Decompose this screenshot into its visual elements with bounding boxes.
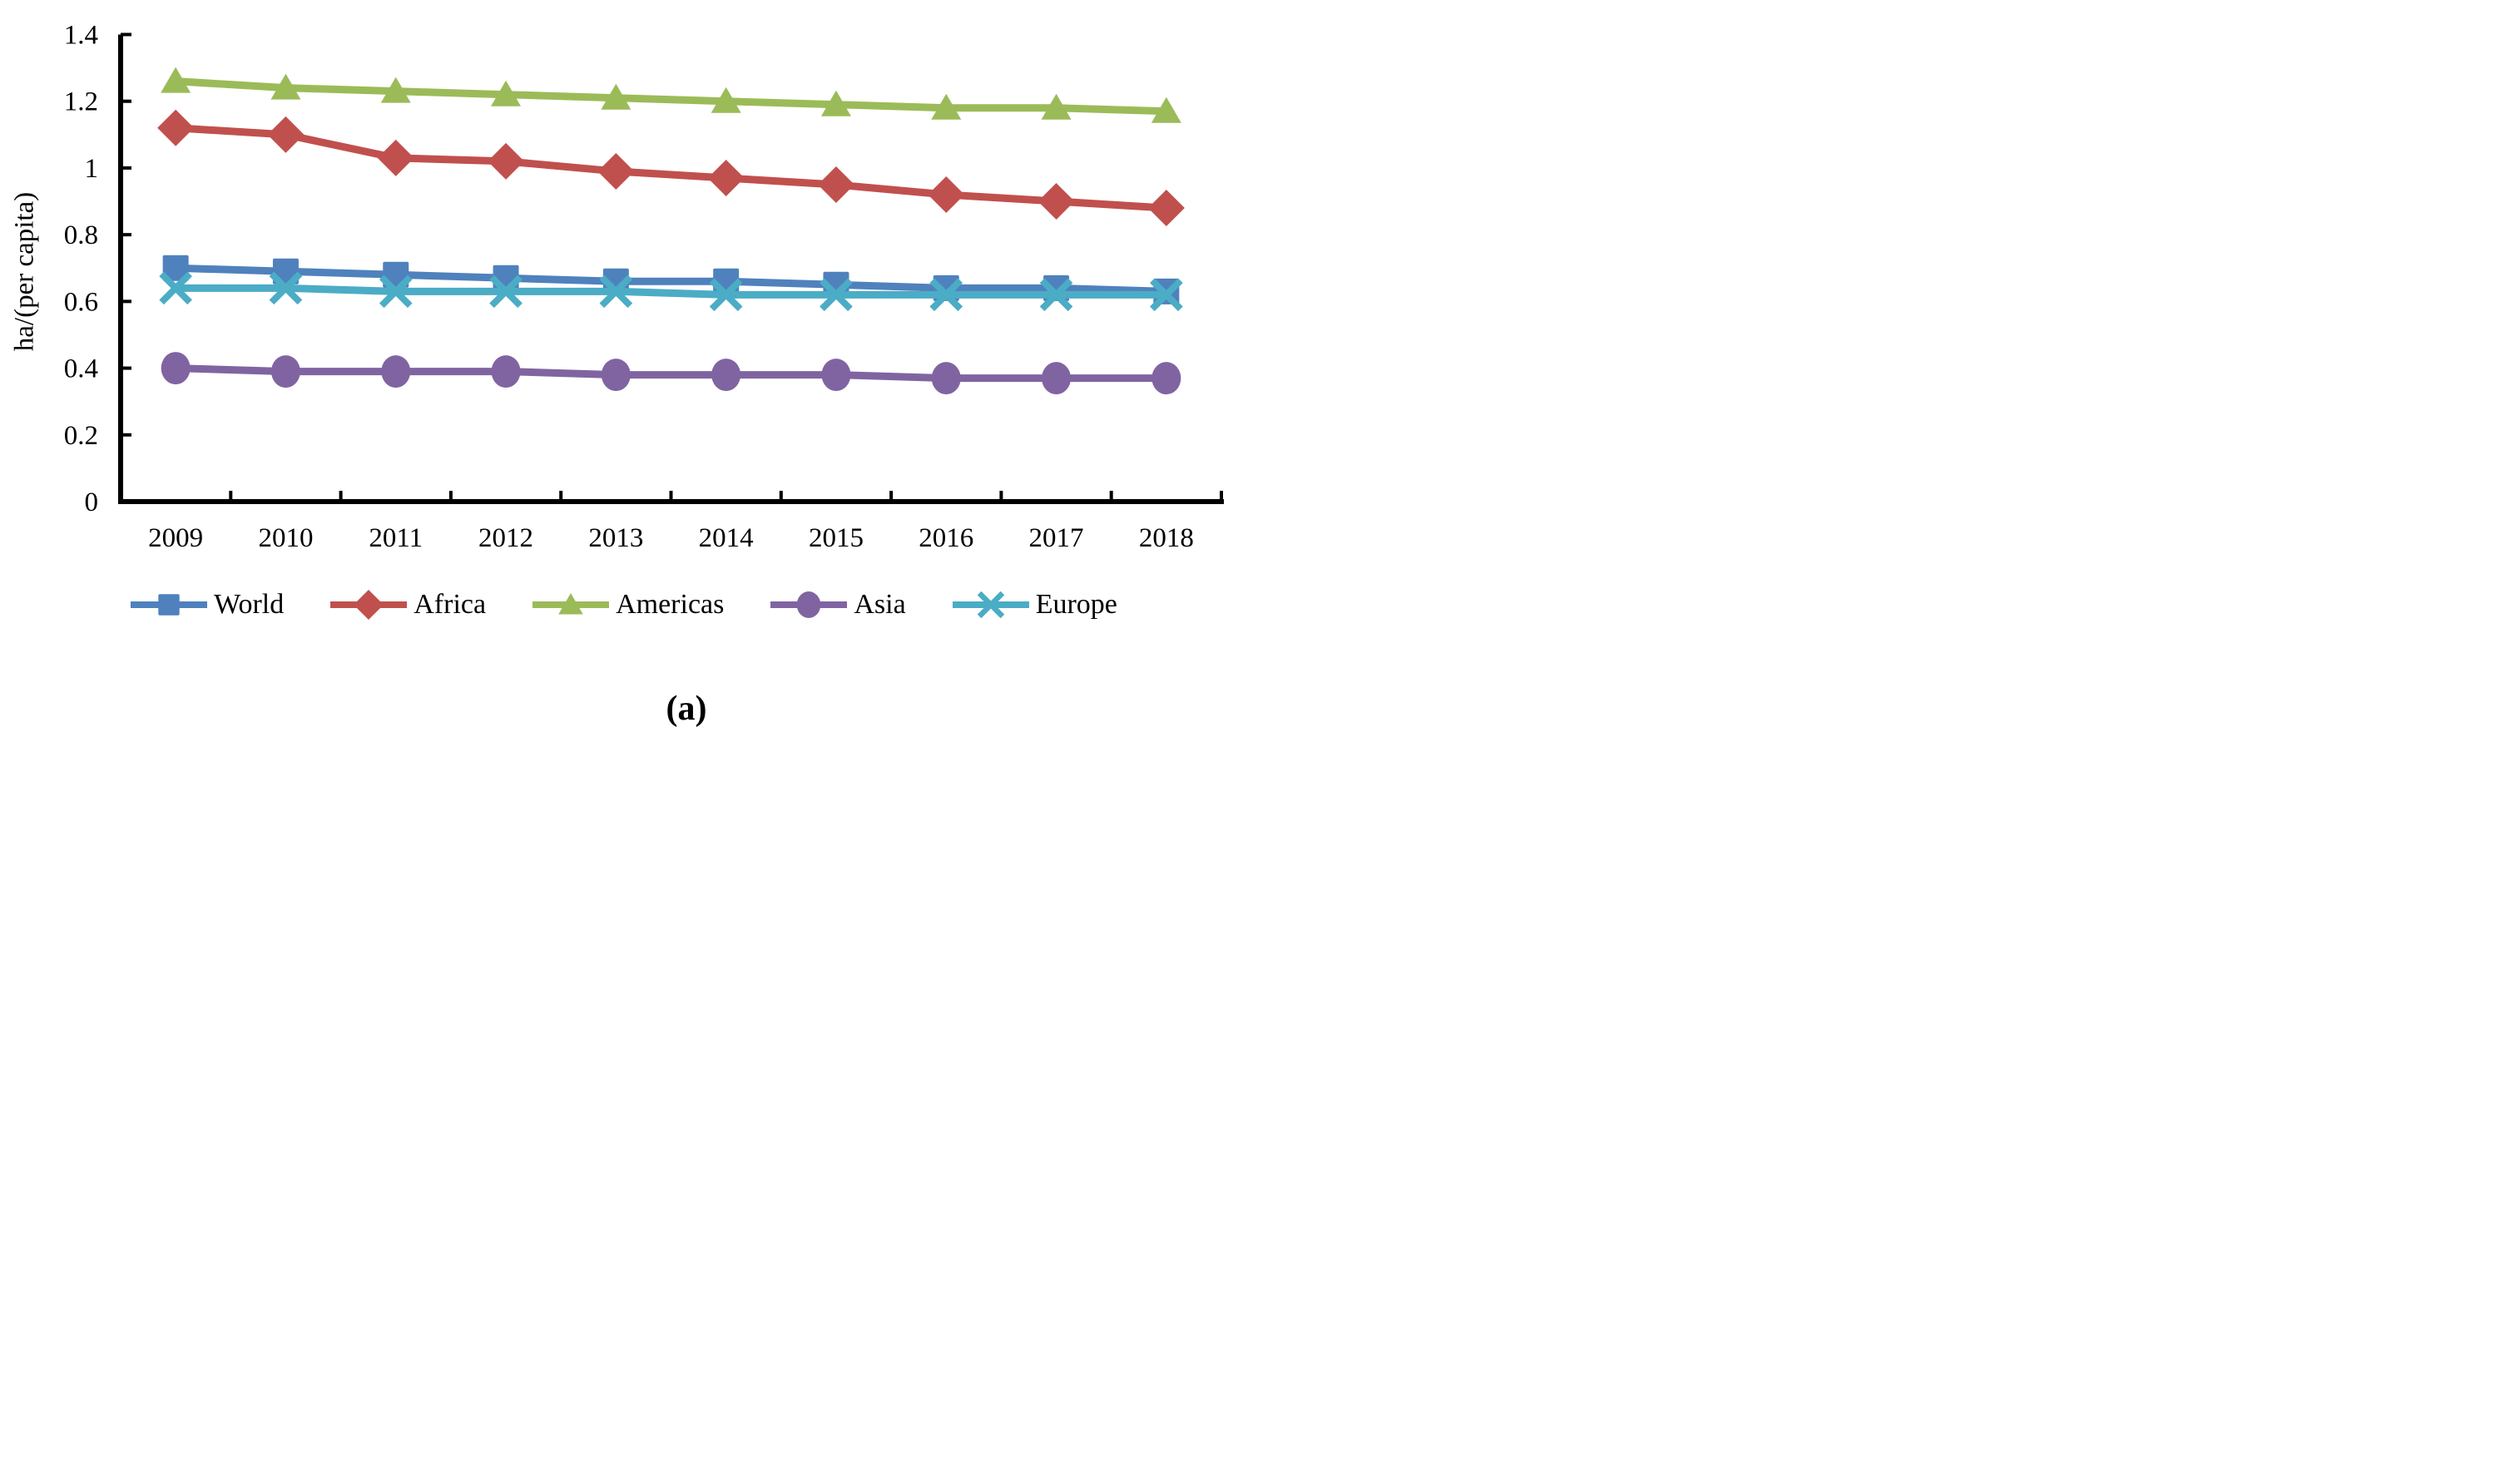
legend-swatch-triangle	[532, 593, 610, 615]
axes: 0 0.2 0.4 0.6 0.8 1 1.2 1.4 2009 2010 2011 2012 2013…	[64, 21, 1224, 553]
legend-label: Asia	[854, 589, 906, 620]
marker-diamond	[157, 109, 195, 146]
legend-item-africa: Africa	[330, 585, 486, 625]
marker-x	[599, 275, 633, 309]
marker-circle	[711, 359, 741, 392]
marker-diamond	[488, 142, 525, 180]
y-tick-label: 1.2	[64, 87, 98, 117]
y-tick-label: 0.8	[64, 220, 98, 250]
marker-triangle	[711, 87, 741, 113]
y-tick-label: 0	[85, 487, 99, 517]
marker-diamond	[597, 152, 635, 190]
marker-circle	[381, 355, 411, 388]
y-tick-label: 1.4	[64, 21, 98, 51]
series-americas	[161, 67, 1181, 123]
marker-circle	[797, 591, 821, 618]
x-tick-label: 2009	[148, 523, 203, 553]
marker-x	[929, 278, 963, 312]
x-tick-label: 2015	[809, 523, 864, 553]
legend-label: Africa	[414, 589, 487, 620]
legend-item-world: World	[131, 585, 284, 625]
legend-item-americas: Americas	[532, 585, 724, 625]
legend-label: Europe	[1035, 589, 1117, 620]
y-tick-label: 0.4	[64, 354, 98, 384]
legend-item-asia: Asia	[770, 585, 906, 625]
marker-circle	[491, 355, 521, 388]
x-tick-label: 2012	[478, 523, 533, 553]
figure-caption: (a)	[666, 690, 707, 728]
series-world-line	[176, 264, 1166, 295]
legend-item-europe: Europe	[952, 585, 1117, 625]
marker-circle	[1042, 362, 1072, 395]
series-europe	[159, 271, 1183, 312]
marker-triangle	[601, 83, 631, 110]
marker-x	[1039, 278, 1073, 312]
legend-label: Americas	[616, 589, 725, 620]
series-africa-line	[175, 124, 1167, 212]
x-tick-label: 2013	[588, 523, 643, 553]
marker-x	[489, 275, 522, 309]
legend-swatch-diamond	[330, 589, 408, 621]
y-axis-title: ha/(per capita)	[9, 191, 40, 352]
y-tick-label: 0.2	[64, 421, 98, 451]
marker-triangle	[1151, 96, 1181, 123]
marker-circle	[161, 352, 191, 385]
series-europe-line	[176, 284, 1166, 299]
y-tick-label: 0.6	[64, 287, 98, 317]
marker-diamond	[1147, 190, 1185, 227]
legend: World Africa Americas Asia Europe	[0, 585, 1248, 625]
x-tick-label: 2011	[369, 523, 423, 553]
marker-x	[709, 278, 743, 312]
marker-square	[162, 255, 189, 281]
x-tick-label: 2017	[1029, 523, 1084, 553]
marker-triangle	[161, 67, 191, 93]
marker-triangle	[931, 93, 962, 120]
marker-triangle	[820, 90, 851, 116]
marker-circle	[931, 362, 961, 395]
marker-circle	[821, 359, 851, 392]
series-americas-line	[175, 77, 1166, 116]
y-tick-label: 1	[85, 154, 99, 184]
marker-x	[1150, 278, 1183, 312]
legend-swatch-circle	[770, 591, 848, 618]
marker-triangle	[270, 73, 301, 100]
x-tick-label: 2018	[1139, 523, 1194, 553]
x-tick-label: 2010	[258, 523, 313, 553]
x-tick-label: 2016	[919, 523, 973, 553]
marker-triangle	[380, 77, 411, 103]
marker-triangle	[491, 80, 522, 106]
legend-swatch-x	[952, 591, 1029, 619]
legend-swatch-square	[131, 594, 208, 616]
marker-x	[379, 275, 413, 309]
marker-circle	[601, 359, 631, 392]
series-asia-line	[176, 364, 1166, 383]
marker-x	[269, 271, 303, 305]
legend-label: World	[214, 589, 285, 620]
marker-diamond	[817, 166, 854, 203]
series-africa	[157, 109, 1185, 227]
marker-diamond	[377, 139, 414, 176]
marker-square	[158, 594, 180, 616]
marker-x	[820, 278, 853, 312]
marker-triangle	[1041, 93, 1072, 120]
marker-circle	[270, 355, 300, 388]
x-tick-label: 2014	[699, 523, 754, 553]
series-asia	[161, 352, 1181, 395]
line-chart-figure: 0 0.2 0.4 0.6 0.8 1 1.2 1.4 2009 2010 2011 2012 2013…	[0, 0, 1248, 742]
marker-diamond	[1038, 183, 1075, 220]
marker-diamond	[267, 116, 305, 153]
chart-canvas: 0 0.2 0.4 0.6 0.8 1 1.2 1.4 2009 2010 2011 2012 2013…	[64, 21, 1224, 553]
marker-diamond	[928, 176, 965, 214]
marker-circle	[1151, 362, 1181, 395]
marker-diamond	[707, 159, 745, 196]
marker-diamond	[354, 589, 384, 621]
marker-triangle	[558, 593, 583, 615]
marker-x	[977, 591, 1004, 619]
marker-x	[159, 271, 192, 305]
